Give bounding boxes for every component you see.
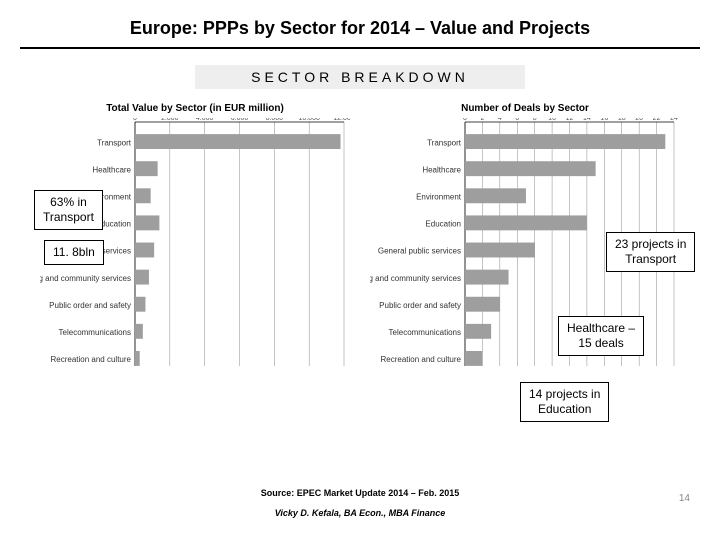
svg-text:Telecommunications: Telecommunications <box>389 328 461 337</box>
svg-text:12: 12 <box>566 118 574 122</box>
svg-text:18: 18 <box>618 118 626 122</box>
svg-text:20: 20 <box>635 118 643 122</box>
svg-text:Environment: Environment <box>416 193 462 202</box>
svg-text:Housing and community services: Housing and community services <box>370 274 461 283</box>
svg-text:8.000: 8.000 <box>266 118 284 122</box>
svg-text:2.000: 2.000 <box>161 118 179 122</box>
svg-text:12.000: 12.000 <box>333 118 350 122</box>
svg-text:10: 10 <box>548 118 556 122</box>
page-number: 14 <box>679 493 690 504</box>
svg-text:Recreation and culture: Recreation and culture <box>381 355 462 364</box>
callout-11bln: 11. 8bln <box>44 240 104 265</box>
svg-text:4: 4 <box>498 118 502 122</box>
svg-text:Public order and safety: Public order and safety <box>379 301 461 310</box>
svg-text:8: 8 <box>533 118 537 122</box>
svg-text:16: 16 <box>600 118 608 122</box>
svg-text:4.000: 4.000 <box>196 118 214 122</box>
svg-text:General public services: General public services <box>378 247 461 256</box>
svg-text:2: 2 <box>480 118 484 122</box>
svg-text:6.000: 6.000 <box>231 118 249 122</box>
page-title: Europe: PPPs by Sector for 2014 – Value … <box>0 0 720 47</box>
svg-text:6: 6 <box>515 118 519 122</box>
svg-text:0: 0 <box>463 118 467 122</box>
svg-text:14: 14 <box>583 118 591 122</box>
svg-text:Education: Education <box>425 220 461 229</box>
svg-text:Healthcare: Healthcare <box>92 165 131 174</box>
value-chart-title: Total Value by Sector (in EUR million) <box>40 103 350 114</box>
horizontal-rule <box>20 47 700 49</box>
callout-healthcare-15: Healthcare –15 deals <box>558 316 644 356</box>
svg-text:Recreation and culture: Recreation and culture <box>51 355 132 364</box>
source-text: Source: EPEC Market Update 2014 – Feb. 2… <box>0 488 720 498</box>
svg-text:Housing and community services: Housing and community services <box>40 274 131 283</box>
svg-text:Public order and safety: Public order and safety <box>49 301 131 310</box>
callout-63pct-transport: 63% inTransport <box>34 190 103 230</box>
section-subtitle: SECTOR BREAKDOWN <box>195 65 525 89</box>
svg-text:Transport: Transport <box>427 138 462 147</box>
author-text: Vicky D. Kefala, BA Econ., MBA Finance <box>0 508 720 518</box>
callout-14-education: 14 projects inEducation <box>520 382 609 422</box>
svg-text:10.000: 10.000 <box>298 118 320 122</box>
svg-text:Transport: Transport <box>97 138 132 147</box>
svg-text:22: 22 <box>653 118 661 122</box>
svg-text:0: 0 <box>133 118 137 122</box>
deals-chart-title: Number of Deals by Sector <box>370 103 680 114</box>
svg-text:24: 24 <box>670 118 678 122</box>
svg-text:Healthcare: Healthcare <box>422 165 461 174</box>
svg-text:Telecommunications: Telecommunications <box>59 328 131 337</box>
callout-23-projects: 23 projects inTransport <box>606 232 695 272</box>
